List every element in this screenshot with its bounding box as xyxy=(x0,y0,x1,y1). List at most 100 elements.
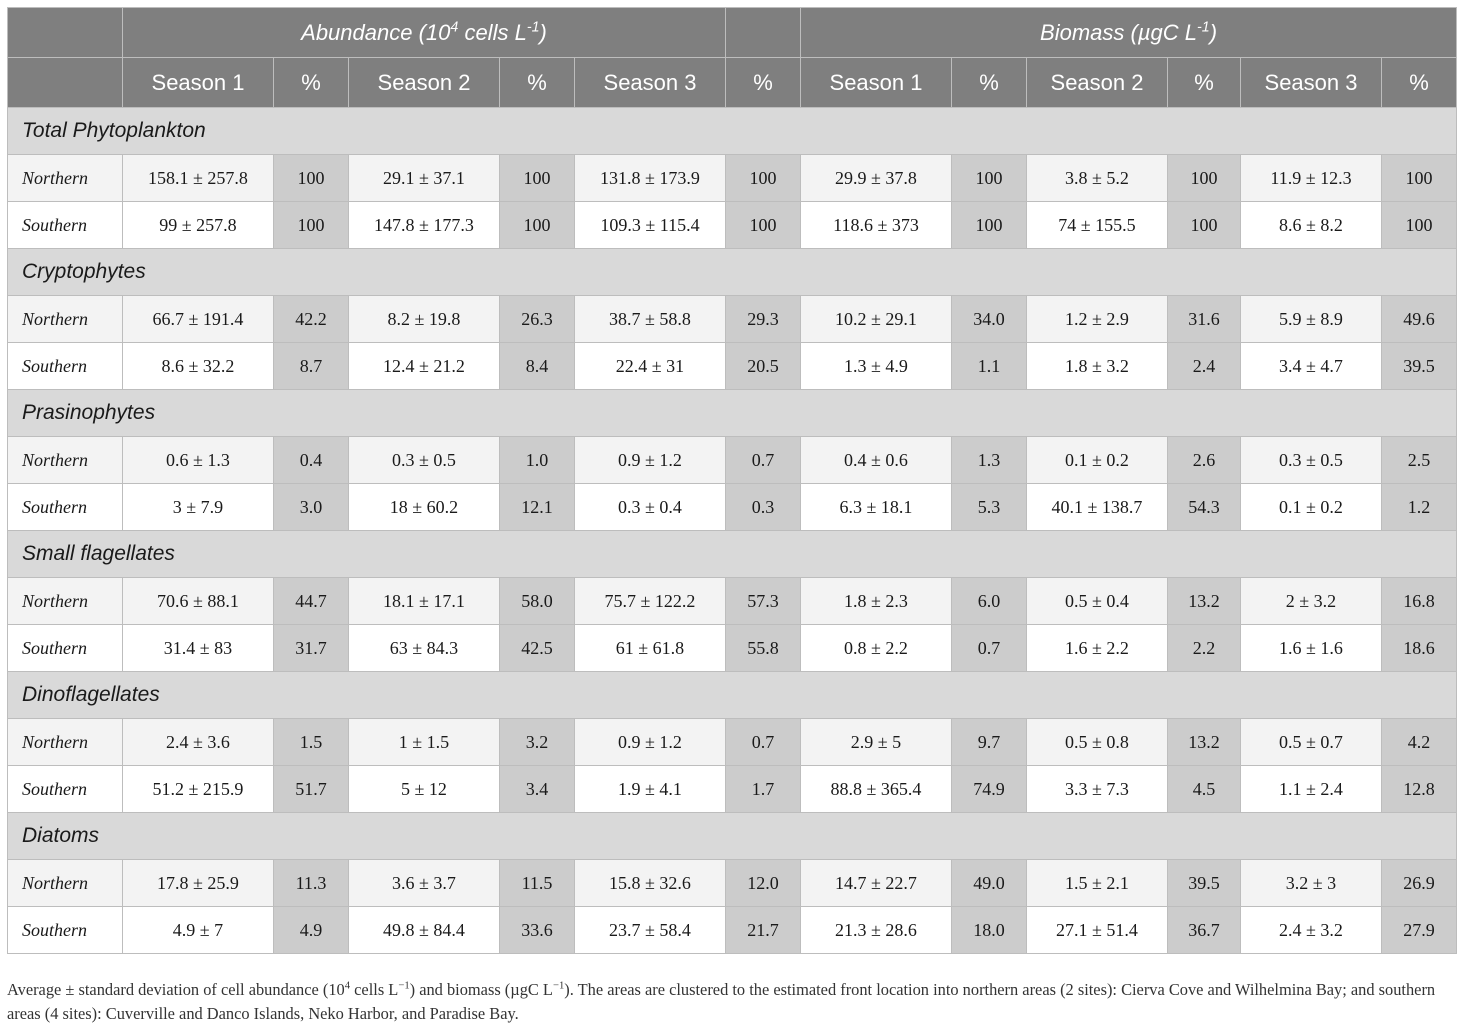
header-blank xyxy=(7,57,123,108)
value-cell: 1.8 ± 2.3 xyxy=(800,577,952,625)
percent-cell: 100 xyxy=(1167,201,1241,249)
value-cell: 66.7 ± 191.4 xyxy=(122,295,274,343)
percent-cell: 6.0 xyxy=(951,577,1027,625)
percent-cell: 2.6 xyxy=(1167,436,1241,484)
table-row: Southern 4.9 ± 7 4.9 49.8 ± 84.4 33.6 23.7 ± … xyxy=(7,906,1458,954)
value-cell: 10.2 ± 29.1 xyxy=(800,295,952,343)
value-cell: 22.4 ± 31 xyxy=(574,342,726,390)
column-header: Season 1 xyxy=(800,57,952,108)
value-cell: 2.4 ± 3.2 xyxy=(1240,906,1382,954)
value-cell: 1.1 ± 2.4 xyxy=(1240,765,1382,813)
value-cell: 12.4 ± 21.2 xyxy=(348,342,500,390)
percent-cell: 4.9 xyxy=(273,906,349,954)
group-header-row: Small flagellates xyxy=(6,530,1458,578)
column-header: % xyxy=(951,57,1027,108)
value-cell: 15.8 ± 32.6 xyxy=(574,859,726,907)
value-cell: 1.3 ± 4.9 xyxy=(800,342,952,390)
value-cell: 88.8 ± 365.4 xyxy=(800,765,952,813)
table-row: Southern 8.6 ± 32.2 8.7 12.4 ± 21.2 8.4 22.4 … xyxy=(7,342,1458,390)
percent-cell: 0.7 xyxy=(725,436,801,484)
percent-cell: 0.4 xyxy=(273,436,349,484)
percent-cell: 100 xyxy=(499,154,575,202)
percent-cell: 27.9 xyxy=(1380,906,1458,954)
table-row: Southern 51.2 ± 215.9 51.7 5 ± 12 3.4 1.9 ± 4… xyxy=(7,765,1458,813)
value-cell: 14.7 ± 22.7 xyxy=(800,859,952,907)
value-cell: 5.9 ± 8.9 xyxy=(1240,295,1382,343)
table-row: Southern 99 ± 257.8 100 147.8 ± 177.3 100 109… xyxy=(7,201,1458,249)
percent-cell: 0.7 xyxy=(725,718,801,766)
value-cell: 3.6 ± 3.7 xyxy=(348,859,500,907)
percent-cell: 2.4 xyxy=(1167,342,1241,390)
percent-cell: 100 xyxy=(725,154,801,202)
table-row: Northern 70.6 ± 88.1 44.7 18.1 ± 17.1 58.0 75… xyxy=(7,577,1458,625)
percent-cell: 11.3 xyxy=(273,859,349,907)
region-label: Northern xyxy=(7,154,123,202)
percent-cell: 100 xyxy=(273,154,349,202)
percent-cell: 18.6 xyxy=(1380,624,1458,672)
group-name: Prasinophytes xyxy=(6,389,1458,437)
percent-cell: 8.7 xyxy=(273,342,349,390)
table-row: Northern 158.1 ± 257.8 100 29.1 ± 37.1 100 13… xyxy=(7,154,1458,202)
region-label: Southern xyxy=(7,483,123,531)
table-body: Total Phytoplankton Northern 158.1 ± 257.8… xyxy=(6,107,1458,954)
data-table-container: Abundance (104 cells L-1) Biomass (µgC L… xyxy=(6,7,1458,954)
value-cell: 0.9 ± 1.2 xyxy=(574,436,726,484)
percent-cell: 2.2 xyxy=(1167,624,1241,672)
value-cell: 0.5 ± 0.7 xyxy=(1240,718,1382,766)
value-cell: 8.6 ± 8.2 xyxy=(1240,201,1382,249)
group-name: Small flagellates xyxy=(6,530,1458,578)
percent-cell: 12.8 xyxy=(1380,765,1458,813)
group-name: Total Phytoplankton xyxy=(6,107,1458,155)
percent-cell: 11.5 xyxy=(499,859,575,907)
percent-cell: 1.5 xyxy=(273,718,349,766)
table-row: Southern 3 ± 7.9 3.0 18 ± 60.2 12.1 0.3 ± 0.4… xyxy=(7,483,1458,531)
value-cell: 147.8 ± 177.3 xyxy=(348,201,500,249)
value-cell: 6.3 ± 18.1 xyxy=(800,483,952,531)
group-header-row: Prasinophytes xyxy=(6,389,1458,437)
column-header: Season 1 xyxy=(122,57,274,108)
value-cell: 23.7 ± 58.4 xyxy=(574,906,726,954)
percent-cell: 0.7 xyxy=(951,624,1027,672)
percent-cell: 55.8 xyxy=(725,624,801,672)
percent-cell: 33.6 xyxy=(499,906,575,954)
value-cell: 74 ± 155.5 xyxy=(1026,201,1168,249)
percent-cell: 31.6 xyxy=(1167,295,1241,343)
value-cell: 0.5 ± 0.8 xyxy=(1026,718,1168,766)
percent-cell: 31.7 xyxy=(273,624,349,672)
region-label: Northern xyxy=(7,436,123,484)
percent-cell: 12.1 xyxy=(499,483,575,531)
group-name: Diatoms xyxy=(6,812,1458,860)
value-cell: 18 ± 60.2 xyxy=(348,483,500,531)
percent-cell: 42.5 xyxy=(499,624,575,672)
value-cell: 0.3 ± 0.4 xyxy=(574,483,726,531)
percent-cell: 8.4 xyxy=(499,342,575,390)
value-cell: 51.2 ± 215.9 xyxy=(122,765,274,813)
value-cell: 0.6 ± 1.3 xyxy=(122,436,274,484)
value-cell: 11.9 ± 12.3 xyxy=(1240,154,1382,202)
value-cell: 29.9 ± 37.8 xyxy=(800,154,952,202)
percent-cell: 100 xyxy=(951,154,1027,202)
region-label: Northern xyxy=(7,295,123,343)
value-cell: 29.1 ± 37.1 xyxy=(348,154,500,202)
value-cell: 2 ± 3.2 xyxy=(1240,577,1382,625)
percent-cell: 4.2 xyxy=(1380,718,1458,766)
percent-cell: 1.0 xyxy=(499,436,575,484)
value-cell: 0.3 ± 0.5 xyxy=(1240,436,1382,484)
value-cell: 1.6 ± 2.2 xyxy=(1026,624,1168,672)
percent-cell: 9.7 xyxy=(951,718,1027,766)
column-header: Season 2 xyxy=(348,57,500,108)
value-cell: 38.7 ± 58.8 xyxy=(574,295,726,343)
table-row: Northern 0.6 ± 1.3 0.4 0.3 ± 0.5 1.0 0.9 ± 1.… xyxy=(7,436,1458,484)
percent-cell: 39.5 xyxy=(1167,859,1241,907)
value-cell: 131.8 ± 173.9 xyxy=(574,154,726,202)
percent-cell: 4.5 xyxy=(1167,765,1241,813)
percent-cell: 1.7 xyxy=(725,765,801,813)
group-header-row: Dinoflagellates xyxy=(6,671,1458,719)
percent-cell: 29.3 xyxy=(725,295,801,343)
value-cell: 8.6 ± 32.2 xyxy=(122,342,274,390)
column-header: % xyxy=(499,57,575,108)
percent-cell: 13.2 xyxy=(1167,718,1241,766)
percent-cell: 42.2 xyxy=(273,295,349,343)
region-label: Southern xyxy=(7,906,123,954)
value-cell: 27.1 ± 51.4 xyxy=(1026,906,1168,954)
